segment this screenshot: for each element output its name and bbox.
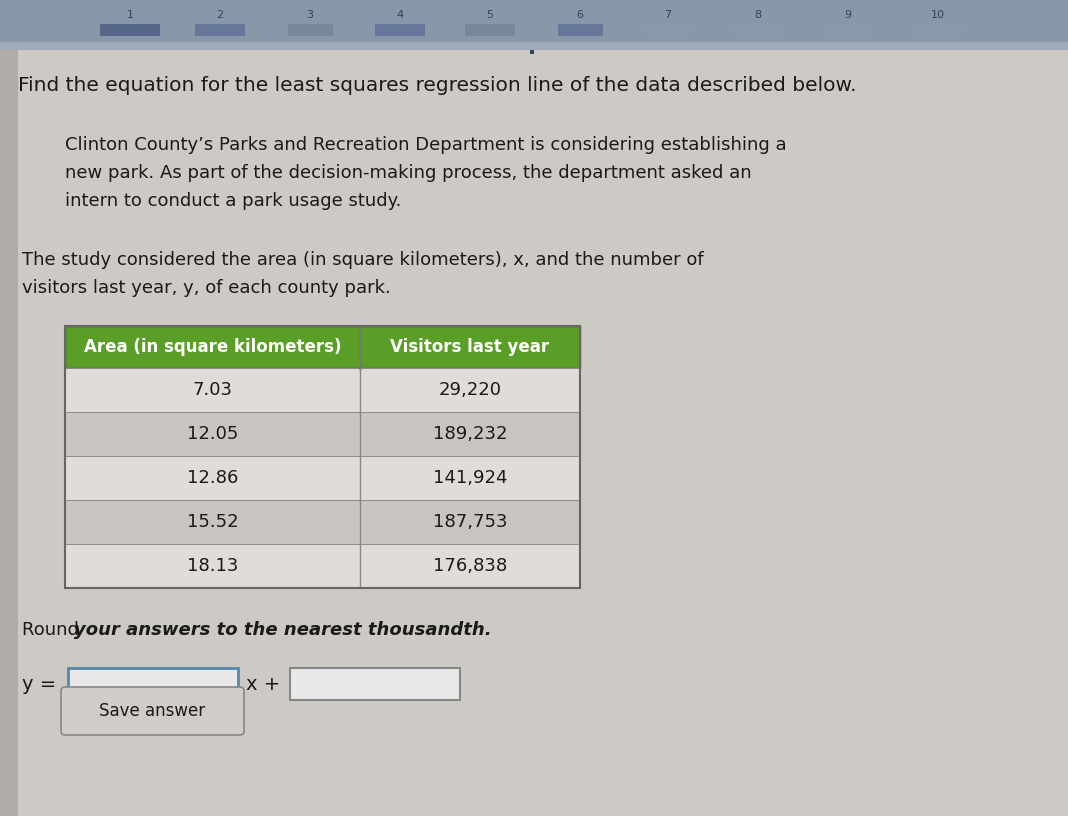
Bar (65, 412, 580, 456)
Bar (465, 24, 515, 36)
Bar (65, 544, 580, 588)
Text: 12.86: 12.86 (187, 469, 238, 487)
Text: 6: 6 (577, 10, 583, 20)
Bar (823, 24, 873, 36)
Text: Round: Round (22, 621, 84, 639)
Text: 1: 1 (126, 10, 134, 20)
Text: 10: 10 (931, 10, 945, 20)
Bar (65, 456, 580, 500)
Bar (195, 24, 245, 36)
Bar (290, 668, 460, 700)
FancyBboxPatch shape (61, 687, 244, 735)
Text: new park. As part of the decision-making process, the department asked an: new park. As part of the decision-making… (65, 164, 752, 182)
Text: intern to conduct a park usage study.: intern to conduct a park usage study. (65, 192, 402, 210)
Text: 141,924: 141,924 (433, 469, 507, 487)
Bar (0, 50, 18, 816)
Text: 5: 5 (487, 10, 493, 20)
Bar (0, 42, 1068, 50)
Bar (65, 326, 580, 588)
Bar (288, 24, 333, 36)
Bar (100, 24, 160, 36)
Text: 12.05: 12.05 (187, 425, 238, 443)
Text: your answers to the nearest thousandth.: your answers to the nearest thousandth. (74, 621, 491, 639)
Bar (375, 24, 425, 36)
Text: 176,838: 176,838 (433, 557, 507, 575)
Bar (0, 0, 1068, 42)
Bar (913, 24, 963, 36)
Bar (643, 24, 693, 36)
Text: 7.03: 7.03 (192, 381, 233, 399)
Text: 15.52: 15.52 (187, 513, 238, 531)
Text: 3: 3 (307, 10, 314, 20)
Text: 9: 9 (845, 10, 851, 20)
Text: 189,232: 189,232 (433, 425, 507, 443)
Bar (65, 326, 580, 368)
Text: 2: 2 (217, 10, 223, 20)
Text: y =: y = (22, 675, 57, 694)
Bar (68, 668, 238, 700)
Text: 29,220: 29,220 (439, 381, 502, 399)
Text: 187,753: 187,753 (433, 513, 507, 531)
Bar (733, 24, 783, 36)
Text: Save answer: Save answer (99, 702, 205, 720)
Text: Visitors last year: Visitors last year (391, 338, 550, 356)
Text: 4: 4 (396, 10, 404, 20)
Text: Find the equation for the least squares regression line of the data described be: Find the equation for the least squares … (18, 76, 857, 95)
Text: Area (in square kilometers): Area (in square kilometers) (83, 338, 342, 356)
Text: 18.13: 18.13 (187, 557, 238, 575)
Bar (557, 24, 603, 36)
Text: visitors last year, y, of each county park.: visitors last year, y, of each county pa… (22, 279, 391, 297)
Bar (65, 368, 580, 412)
Text: 7: 7 (664, 10, 672, 20)
Text: The study considered the area (in square kilometers), x, and the number of: The study considered the area (in square… (22, 251, 704, 269)
Bar (530, 50, 534, 54)
Text: 8: 8 (754, 10, 761, 20)
Bar (65, 500, 580, 544)
Text: x +: x + (246, 675, 280, 694)
Text: Clinton County’s Parks and Recreation Department is considering establishing a: Clinton County’s Parks and Recreation De… (65, 136, 787, 154)
